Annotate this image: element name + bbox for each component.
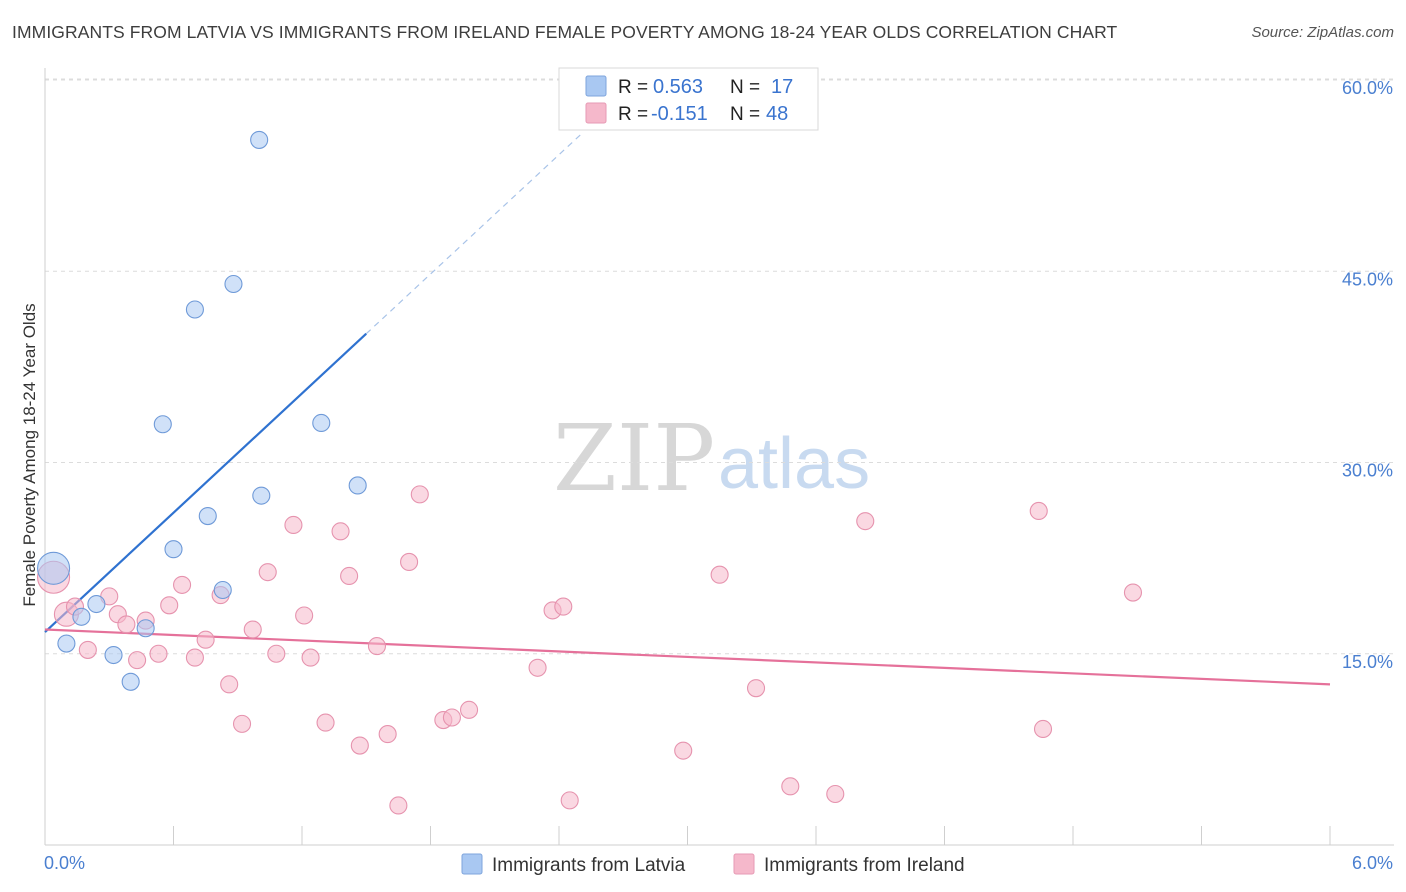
point-ireland-40 bbox=[710, 565, 729, 584]
point-ireland-34 bbox=[459, 700, 479, 719]
point-latvia-6 bbox=[136, 619, 155, 638]
legend-swatch-latvia bbox=[585, 75, 607, 97]
point-latvia-15 bbox=[312, 413, 331, 433]
point-latvia-9 bbox=[185, 300, 204, 319]
point-latvia-1 bbox=[57, 634, 76, 653]
trend-extension-0 bbox=[365, 134, 581, 335]
point-ireland-12 bbox=[185, 648, 204, 667]
point-ireland-24 bbox=[331, 522, 350, 541]
legend-r-label-ireland: R = bbox=[618, 104, 648, 125]
legend-r-value-latvia: 0.563 bbox=[653, 76, 703, 98]
point-ireland-15 bbox=[220, 675, 239, 694]
x-tick-labels: 0.0% 6.0% bbox=[44, 853, 1393, 873]
point-latvia-3 bbox=[87, 594, 106, 614]
point-ireland-18 bbox=[258, 563, 277, 582]
point-latvia-16 bbox=[348, 476, 367, 495]
point-ireland-11 bbox=[173, 575, 192, 594]
point-ireland-44 bbox=[856, 512, 875, 531]
point-ireland-33 bbox=[442, 708, 461, 727]
point-ireland-29 bbox=[389, 796, 408, 815]
point-latvia-2 bbox=[72, 607, 91, 626]
point-ireland-9 bbox=[149, 644, 168, 663]
point-ireland-19 bbox=[267, 644, 286, 663]
legend-swatch-ireland bbox=[585, 102, 607, 124]
point-ireland-39 bbox=[674, 741, 693, 760]
point-ireland-47 bbox=[1123, 583, 1143, 602]
point-ireland-26 bbox=[350, 736, 369, 755]
point-ireland-35 bbox=[528, 658, 547, 677]
point-ireland-7 bbox=[128, 651, 147, 670]
point-ireland-41 bbox=[746, 679, 766, 698]
y-axis-title: Female Poverty Among 18-24 Year Olds bbox=[20, 303, 39, 606]
point-latvia-13 bbox=[250, 130, 269, 149]
point-ireland-37 bbox=[554, 597, 573, 616]
legend-n-label-latvia: N = bbox=[730, 77, 760, 98]
point-ireland-27 bbox=[367, 637, 387, 656]
point-ireland-28 bbox=[378, 725, 397, 744]
point-latvia-10 bbox=[198, 506, 217, 526]
bottom-legend-swatch-ireland bbox=[733, 853, 755, 875]
point-latvia-8 bbox=[164, 540, 183, 559]
y-tick-label-1: 30.0% bbox=[1342, 461, 1393, 481]
legend-n-value-ireland: 48 bbox=[766, 103, 788, 125]
point-latvia-11 bbox=[213, 580, 232, 600]
bottom-legend: Immigrants from Latvia Immigrants from I… bbox=[461, 853, 965, 876]
legend-n-label-ireland: N = bbox=[730, 104, 760, 125]
y-tick-label-0: 15.0% bbox=[1342, 652, 1393, 672]
x-tick-label-0: 0.0% bbox=[44, 853, 85, 873]
bottom-legend-label-ireland: Immigrants from Ireland bbox=[764, 855, 965, 876]
point-ireland-16 bbox=[232, 714, 252, 733]
point-ireland-20 bbox=[284, 515, 303, 535]
point-ireland-22 bbox=[301, 648, 320, 667]
point-ireland-23 bbox=[316, 713, 335, 732]
point-latvia-4 bbox=[104, 645, 123, 665]
point-latvia-12 bbox=[224, 274, 243, 294]
point-latvia-14 bbox=[252, 486, 271, 505]
point-ireland-13 bbox=[196, 630, 215, 649]
bottom-legend-swatch-latvia bbox=[461, 853, 483, 875]
point-latvia-0 bbox=[37, 551, 71, 585]
point-latvia-7 bbox=[153, 415, 172, 434]
trend-line-0 bbox=[44, 332, 367, 633]
trend-lines bbox=[44, 134, 1331, 686]
point-latvia-5 bbox=[121, 672, 140, 691]
watermark-atlas: atlas bbox=[718, 424, 870, 504]
legend-box: R = 0.563 N = 17 R = -0.151 N = 48 bbox=[558, 67, 819, 131]
legend-r-value-ireland: -0.151 bbox=[651, 103, 708, 125]
point-ireland-46 bbox=[1033, 719, 1053, 739]
trend-line-1 bbox=[44, 628, 1331, 686]
point-ireland-45 bbox=[1029, 501, 1048, 521]
point-ireland-30 bbox=[400, 552, 419, 572]
legend-r-label-latvia: R = bbox=[618, 77, 648, 98]
watermark: ZIP atlas bbox=[553, 405, 870, 512]
point-ireland-43 bbox=[826, 784, 845, 804]
point-ireland-25 bbox=[340, 566, 359, 586]
watermark-zip: ZIP bbox=[553, 405, 715, 512]
chart-title: IMMIGRANTS FROM LATVIA VS IMMIGRANTS FRO… bbox=[12, 22, 1118, 42]
x-axis-ticks bbox=[44, 826, 1331, 845]
point-ireland-6 bbox=[117, 615, 136, 634]
y-tick-label-2: 45.0% bbox=[1342, 269, 1393, 289]
y-tick-label-3: 60.0% bbox=[1342, 78, 1393, 98]
legend-n-value-latvia: 17 bbox=[771, 76, 793, 98]
source-label: Source: ZipAtlas.com bbox=[1251, 24, 1394, 41]
y-tick-labels: 15.0% 30.0% 45.0% 60.0% bbox=[1342, 78, 1393, 672]
data-points bbox=[37, 130, 1143, 815]
point-ireland-42 bbox=[781, 777, 800, 796]
point-ireland-3 bbox=[78, 640, 97, 659]
point-ireland-17 bbox=[243, 620, 262, 639]
point-ireland-21 bbox=[295, 606, 314, 625]
bottom-legend-label-latvia: Immigrants from Latvia bbox=[492, 855, 686, 876]
point-ireland-38 bbox=[560, 791, 579, 810]
point-ireland-31 bbox=[410, 485, 429, 504]
point-ireland-10 bbox=[160, 596, 179, 615]
x-tick-label-1: 6.0% bbox=[1352, 853, 1393, 873]
